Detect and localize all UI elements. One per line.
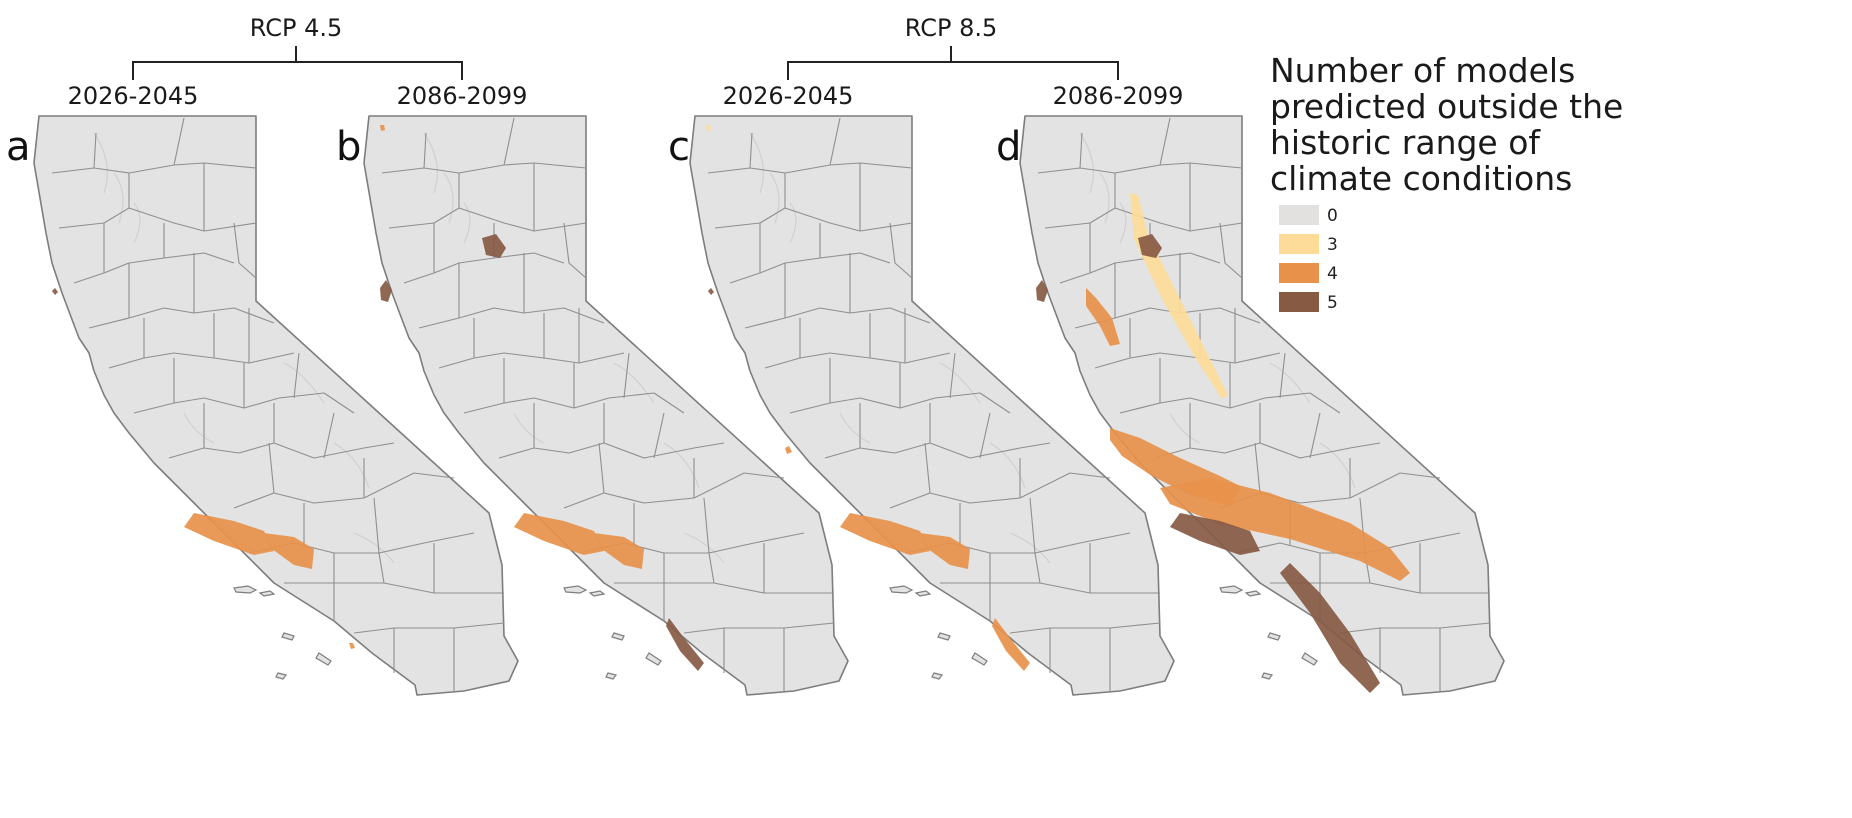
legend-value-3: 3 — [1327, 235, 1338, 255]
map-panel-c — [689, 115, 1175, 696]
exceedance-patch-south-coast-west — [840, 513, 930, 555]
panel-letter-a: a — [6, 124, 31, 170]
scenario-header-rcp45: RCP 4.5 — [132, 14, 463, 80]
exceedance-patch-far-north — [706, 125, 711, 131]
exceedance-patch-far-north — [380, 125, 385, 131]
map-panel-a — [33, 115, 519, 696]
legend: Number of models predicted outside the h… — [1270, 51, 1623, 313]
exceedance-patch-north-bay — [1086, 288, 1120, 346]
scenario-label: RCP 4.5 — [250, 14, 343, 42]
legend-title-line-4: climate conditions — [1270, 159, 1572, 198]
scenario-bracket — [787, 46, 1119, 80]
exceedance-patch-north-coast — [380, 280, 392, 302]
scenario-header-rcp85: RCP 8.5 — [787, 14, 1119, 80]
panel-letter-b: b — [336, 124, 361, 170]
exceedance-patch-central-coast — [785, 446, 792, 454]
exceedance-patch-la-basin — [920, 533, 970, 569]
exceedance-patch-peninsular — [1280, 563, 1380, 693]
map-panel-d — [1019, 115, 1505, 696]
legend-swatch-5 — [1279, 292, 1319, 312]
exceedance-patch-south-coast-west — [514, 513, 604, 555]
legend-title-line-1: Number of models — [1270, 51, 1575, 90]
exceedance-patch-north-coast — [708, 288, 714, 295]
period-label-a: 2026-2045 — [68, 82, 199, 110]
exceedance-patch-north-coast — [52, 288, 58, 295]
exceedance-patch-transverse — [1160, 478, 1410, 581]
map-panel-b — [363, 115, 849, 696]
legend-swatch-0 — [1279, 205, 1319, 225]
legend-value-0: 0 — [1327, 206, 1338, 226]
legend-value-5: 5 — [1327, 293, 1338, 313]
period-label-c: 2026-2045 — [723, 82, 854, 110]
legend-swatch-3 — [1279, 234, 1319, 254]
panel-letter-d: d — [996, 124, 1021, 170]
exceedance-patch-sierra — [1130, 193, 1228, 399]
legend-swatch-4 — [1279, 263, 1319, 283]
exceedance-patch-la-basin — [264, 533, 314, 569]
exceedance-patch-tahoe — [482, 234, 506, 258]
period-label-d: 2086-2099 — [1053, 82, 1184, 110]
panel-letter-c: c — [668, 124, 690, 170]
exceedance-patch-tahoe — [1138, 234, 1162, 258]
legend-title-line-3: historic range of — [1270, 123, 1541, 162]
period-label-b: 2086-2099 — [397, 82, 528, 110]
legend-value-4: 4 — [1327, 264, 1338, 284]
exceedance-patch-san-diego — [666, 618, 704, 671]
exceedance-patch-south-coast-west — [1170, 513, 1260, 555]
legend-title-line-2: predicted outside the — [1270, 87, 1623, 126]
exceedance-patch-north-coast — [1036, 280, 1048, 302]
exceedance-patch-san-diego — [349, 643, 355, 649]
scenario-bracket — [132, 46, 463, 80]
exceedance-patch-san-diego — [992, 618, 1030, 671]
exceedance-patch-la-basin — [594, 533, 644, 569]
exceedance-patch-south-coast-west — [184, 513, 274, 555]
scenario-label: RCP 8.5 — [905, 14, 998, 42]
